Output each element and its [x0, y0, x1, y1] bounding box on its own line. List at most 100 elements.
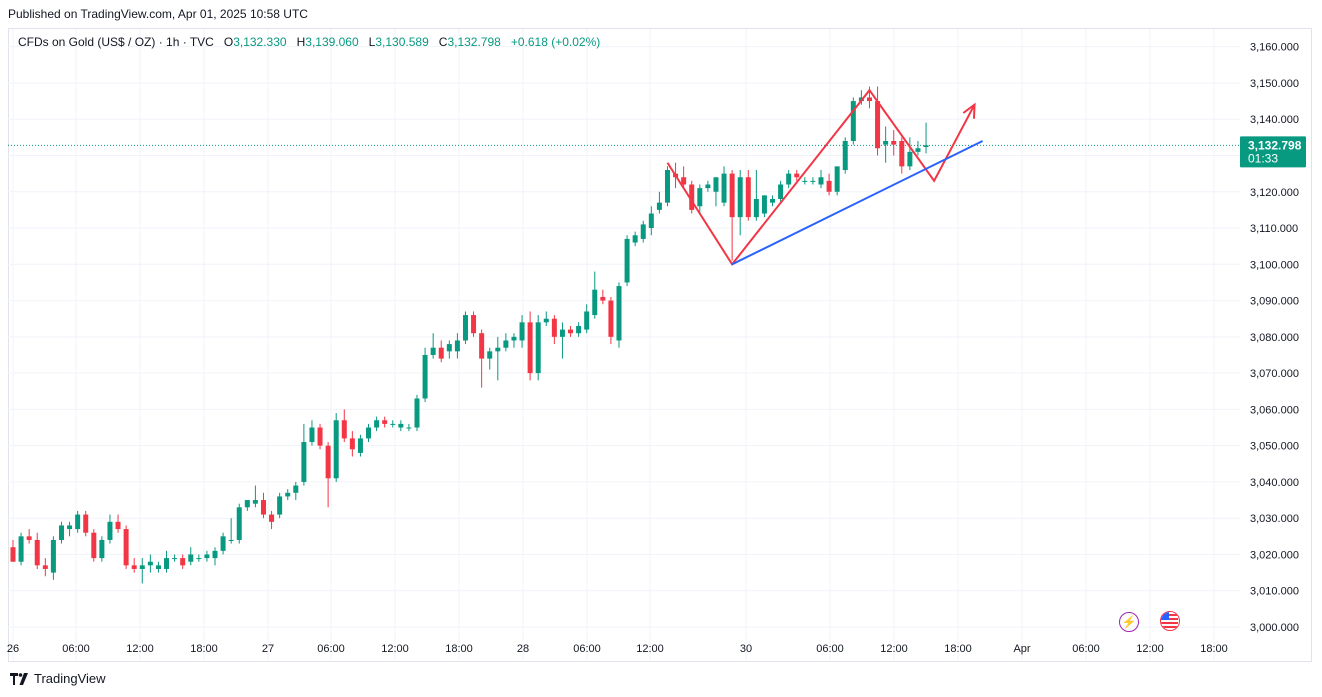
trendline-drawing[interactable] — [731, 140, 984, 266]
x-tick-label: 18:00 — [190, 643, 218, 655]
candle-body — [155, 565, 161, 569]
candle — [559, 322, 565, 359]
candle-body — [503, 340, 509, 348]
candle — [745, 169, 751, 221]
candle-body — [891, 140, 897, 145]
candle — [34, 532, 40, 569]
candle — [10, 539, 16, 562]
candle — [269, 510, 275, 530]
lightning-event-icon[interactable]: ⚡ — [1119, 612, 1139, 632]
x-tick-label: 27 — [262, 643, 274, 655]
candle-body — [147, 561, 153, 566]
candle — [58, 521, 64, 544]
legend-open-label: O — [223, 35, 234, 49]
candle-body — [495, 347, 501, 352]
us-flag-event-icon[interactable] — [1160, 611, 1180, 631]
candle — [422, 347, 428, 403]
candle-body — [786, 173, 792, 185]
candle — [713, 177, 719, 207]
legend-high-label: H — [296, 35, 306, 49]
candle — [462, 311, 468, 345]
candle — [519, 315, 525, 348]
candle — [568, 325, 574, 337]
candle — [180, 554, 186, 569]
candle — [737, 169, 743, 236]
candle — [842, 137, 848, 174]
candle-body — [58, 525, 64, 540]
candle-body — [390, 423, 396, 425]
y-tick-label: 3,090.000 — [1250, 296, 1299, 308]
candle — [341, 409, 347, 443]
candle — [608, 296, 614, 345]
candle-body — [689, 184, 695, 210]
x-tick-label: 12:00 — [126, 643, 154, 655]
candle-body — [487, 351, 493, 359]
candle-body — [729, 173, 735, 218]
candle-body — [527, 322, 533, 374]
candle-body — [753, 199, 759, 218]
y-tick-label: 3,020.000 — [1250, 549, 1299, 561]
price-tag-value: 3,132.798 — [1248, 138, 1302, 152]
candle — [172, 554, 178, 562]
candle-body — [18, 536, 24, 562]
candle-body — [721, 173, 727, 203]
candle-body — [454, 340, 460, 352]
legend-close: 3,132.798 — [447, 35, 501, 49]
candle — [543, 311, 549, 326]
candle — [600, 289, 606, 305]
candle — [551, 315, 557, 345]
candle — [390, 420, 396, 428]
candle-body — [414, 398, 420, 428]
candle — [414, 394, 420, 432]
candle-body — [713, 177, 719, 192]
candle — [511, 333, 517, 348]
published-header: Published on TradingView.com, Apr 01, 20… — [8, 7, 308, 21]
candle — [826, 173, 832, 196]
candle-body — [850, 101, 856, 141]
zigzag-pattern-drawing[interactable] — [666, 88, 976, 267]
candle-body — [438, 347, 444, 359]
candle-body — [252, 500, 258, 504]
candle — [333, 413, 339, 482]
candle — [778, 180, 784, 203]
candle-body — [907, 151, 913, 167]
candle — [632, 231, 638, 247]
candle-body — [228, 539, 234, 541]
candle-body — [471, 315, 477, 334]
candle-body — [535, 322, 541, 374]
candle-body — [479, 333, 485, 359]
candle — [382, 416, 388, 428]
candle-body — [398, 423, 404, 428]
candle — [503, 333, 509, 352]
x-tick-label: 06:00 — [573, 643, 601, 655]
candle-body — [172, 558, 178, 560]
candle-body — [139, 565, 145, 569]
arrowhead — [962, 102, 976, 119]
candle — [406, 423, 412, 432]
candle — [471, 311, 477, 337]
candle-body — [737, 177, 743, 218]
candle — [18, 532, 24, 566]
candle — [818, 169, 824, 189]
candle-body — [883, 140, 889, 145]
candle-body — [204, 554, 210, 559]
candle-body — [681, 177, 687, 185]
candle — [139, 558, 145, 584]
candle — [301, 423, 307, 486]
x-tick-label: 18:00 — [1200, 643, 1228, 655]
candle-body — [794, 173, 800, 178]
candle — [236, 503, 242, 544]
x-tick-label: 06:00 — [816, 643, 844, 655]
tradingview-logo-icon — [10, 672, 28, 685]
x-tick-label: 06:00 — [1072, 643, 1100, 655]
candle-body — [624, 238, 630, 283]
price-tag: 3,132.798 01:33 — [1240, 136, 1306, 168]
candle-body — [212, 550, 218, 559]
candle — [656, 191, 662, 214]
candle — [761, 195, 767, 218]
candle-body — [826, 180, 832, 192]
candle — [648, 206, 654, 236]
candle — [487, 347, 493, 370]
candle — [91, 529, 97, 562]
